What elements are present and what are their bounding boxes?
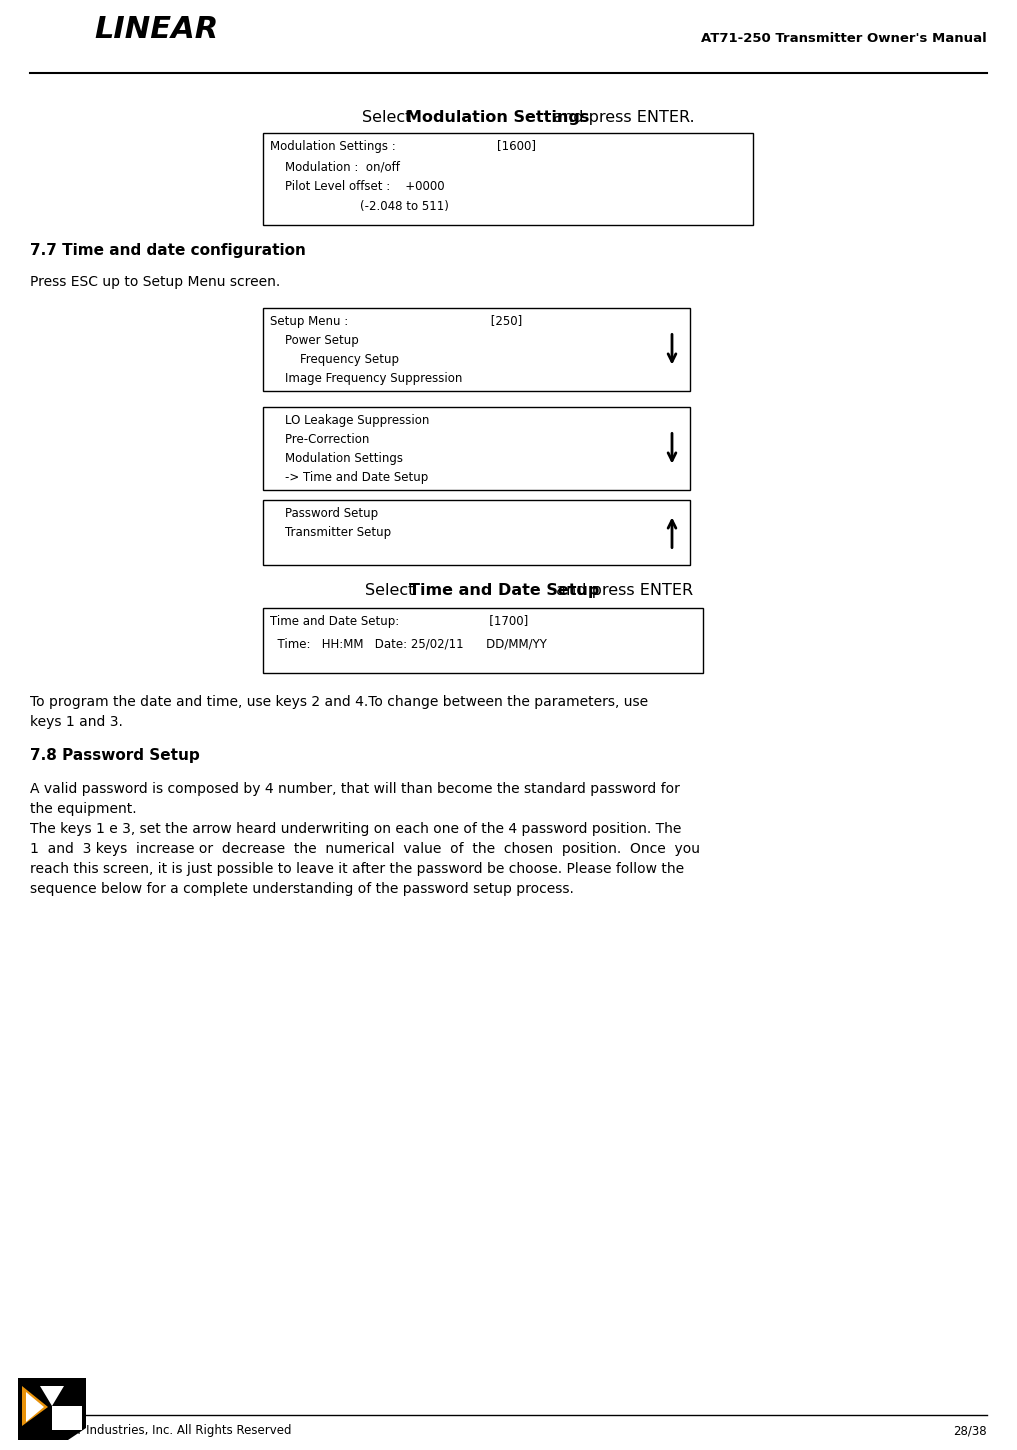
Text: and press ENTER.: and press ENTER.: [548, 110, 695, 125]
Text: Press ESC up to Setup Menu screen.: Press ESC up to Setup Menu screen.: [29, 276, 281, 289]
Text: The keys 1 e 3, set the arrow heard underwriting on each one of the 4 password p: The keys 1 e 3, set the arrow heard unde…: [29, 822, 681, 837]
Text: Time and Date Setup:                        [1700]: Time and Date Setup: [1700]: [270, 615, 528, 628]
Bar: [263, 608, 703, 673]
Polygon shape: [22, 1386, 48, 1425]
Text: LO Leakage Suppression: LO Leakage Suppression: [270, 415, 429, 426]
Text: sequence below for a complete understanding of the password setup process.: sequence below for a complete understand…: [29, 882, 574, 896]
Text: Transmitter Setup: Transmitter Setup: [270, 526, 392, 539]
Text: Modulation :  on/off: Modulation : on/off: [270, 160, 400, 173]
Text: reach this screen, it is just possible to leave it after the password be choose.: reach this screen, it is just possible t…: [29, 861, 684, 876]
Text: Time and Date Setup: Time and Date Setup: [409, 583, 599, 597]
Text: Time:   HH:MM   Date: 25/02/11      DD/MM/YY: Time: HH:MM Date: 25/02/11 DD/MM/YY: [270, 637, 547, 650]
Text: Password Setup: Password Setup: [270, 507, 378, 521]
Text: Power Setup: Power Setup: [270, 334, 359, 347]
Text: Pre-Correction: Pre-Correction: [270, 434, 369, 447]
Text: Pilot Level offset :    +0000: Pilot Level offset : +0000: [270, 180, 444, 193]
Text: A valid password is composed by 4 number, that will than become the standard pas: A valid password is composed by 4 number…: [29, 782, 680, 796]
Text: Modulation Settings: Modulation Settings: [406, 110, 589, 125]
Polygon shape: [18, 1378, 86, 1440]
Text: 7.8 Password Setup: 7.8 Password Setup: [29, 748, 199, 763]
Text: © Linear Industries, Inc. All Rights Reserved: © Linear Industries, Inc. All Rights Res…: [29, 1424, 292, 1437]
Polygon shape: [52, 1406, 82, 1430]
Text: and press ENTER: and press ENTER: [551, 583, 694, 597]
Text: keys 1 and 3.: keys 1 and 3.: [29, 715, 123, 729]
Text: Select: Select: [365, 583, 420, 597]
Text: Frequency Setup: Frequency Setup: [270, 352, 399, 365]
Text: Image Frequency Suppression: Image Frequency Suppression: [270, 373, 463, 386]
Polygon shape: [26, 1392, 44, 1422]
Text: Modulation Settings: Modulation Settings: [270, 452, 403, 465]
Text: 1  and  3 keys  increase or  decrease  the  numerical  value  of  the  chosen  p: 1 and 3 keys increase or decrease the nu…: [29, 842, 700, 856]
Text: 28/38: 28/38: [953, 1424, 988, 1437]
Text: (-2.048 to 511): (-2.048 to 511): [270, 200, 448, 213]
Text: 7.7 Time and date configuration: 7.7 Time and date configuration: [29, 244, 306, 258]
Bar: [263, 307, 690, 392]
Bar: [263, 407, 690, 490]
Text: Select: Select: [362, 110, 417, 125]
Bar: [263, 500, 690, 566]
Text: -> Time and Date Setup: -> Time and Date Setup: [270, 471, 428, 484]
Bar: [263, 133, 753, 225]
Text: the equipment.: the equipment.: [29, 802, 136, 816]
Text: Modulation Settings :                           [1600]: Modulation Settings : [1600]: [270, 141, 536, 154]
Text: To program the date and time, use keys 2 and 4.To change between the parameters,: To program the date and time, use keys 2…: [29, 695, 648, 709]
Text: Setup Menu :                                      [250]: Setup Menu : [250]: [270, 315, 523, 328]
Polygon shape: [40, 1386, 64, 1406]
Text: AT71-250 Transmitter Owner's Manual: AT71-250 Transmitter Owner's Manual: [702, 32, 988, 45]
Text: LINEAR: LINEAR: [94, 14, 219, 44]
